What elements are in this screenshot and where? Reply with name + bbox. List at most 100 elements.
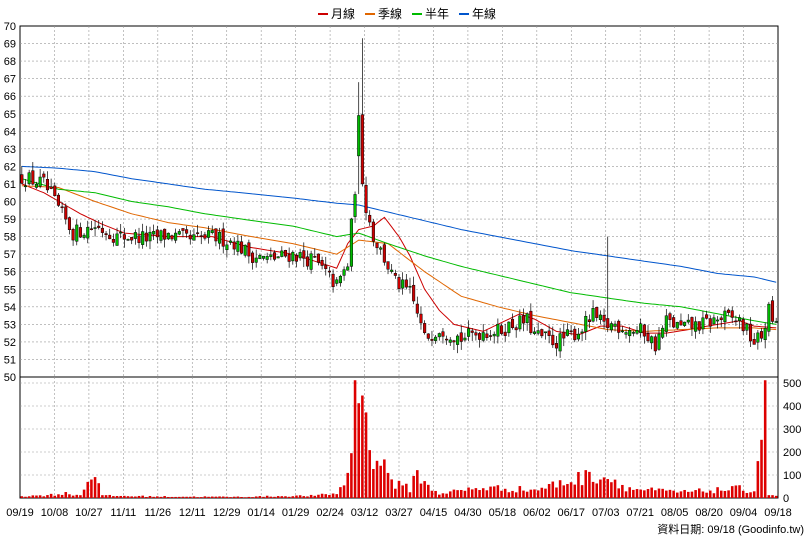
candle-body (694, 321, 698, 332)
volume-bar (298, 495, 302, 498)
price-tick-label: 60 (4, 197, 16, 209)
candle-body (598, 314, 602, 320)
volume-bar (357, 403, 361, 498)
legend-label: 月線 (331, 6, 355, 21)
candle-body (316, 253, 320, 263)
price-tick-label: 61 (4, 179, 16, 191)
candle-body (108, 234, 112, 240)
candle-body (261, 255, 266, 259)
candle-body (532, 331, 537, 334)
candle-body (141, 231, 145, 245)
candle-body (280, 250, 284, 257)
price-tick-label: 55 (4, 284, 16, 296)
volume-tick-label: 0 (783, 493, 789, 505)
candle-body (587, 319, 591, 323)
volume-bar (79, 495, 82, 498)
candle-body (749, 323, 753, 342)
volume-bars (20, 380, 778, 498)
volume-bar (536, 490, 540, 498)
candle-body (353, 194, 357, 217)
volume-bar (705, 492, 708, 498)
candle-body (203, 234, 207, 239)
x-tick-label: 08/20 (695, 507, 723, 519)
candle-body (27, 172, 31, 185)
volume-bar (324, 494, 328, 498)
volume-bar (247, 496, 251, 498)
volume-bar (148, 495, 152, 498)
x-tick-label: 01/14 (247, 507, 275, 519)
volume-bar (130, 496, 133, 498)
volume-bar (20, 496, 24, 498)
volume-bar (401, 485, 404, 498)
volume-bar (141, 495, 144, 498)
candle-body (89, 228, 93, 230)
candle-body (214, 228, 218, 242)
volume-bar (394, 488, 397, 498)
volume-bar (771, 495, 774, 498)
candle-body (254, 257, 258, 263)
volume-bar (75, 494, 79, 498)
volume-bar (188, 496, 192, 498)
volume-bar (697, 488, 701, 498)
candle-body (668, 313, 672, 320)
candle-body (86, 226, 90, 239)
candle-body (613, 323, 617, 327)
volume-bar (64, 492, 68, 498)
candle-body (364, 185, 368, 214)
candle-body (745, 323, 749, 331)
volume-bar (229, 497, 232, 498)
candle-body (137, 235, 141, 243)
candle-body (576, 333, 580, 340)
volume-bar (529, 489, 533, 498)
volume-bar (555, 487, 558, 498)
candle-body (148, 231, 152, 242)
volume-bar (767, 495, 771, 498)
x-tick-label: 11/11 (110, 507, 136, 519)
volume-bar (427, 484, 430, 498)
candle-body (591, 308, 595, 322)
candle-body (386, 261, 390, 270)
volume-bar (251, 497, 254, 498)
volume-bar (181, 496, 185, 498)
data-date-footer: 資料日期: 09/18 (Goodinfo.tw) (657, 522, 804, 536)
volume-bar (221, 496, 225, 498)
volume-bar (507, 492, 511, 498)
price-tick-label: 65 (4, 109, 16, 121)
candle-body (49, 186, 53, 189)
candle-body (547, 330, 551, 336)
candle-body (335, 279, 339, 284)
volume-bar (496, 485, 500, 498)
candle-body (738, 317, 742, 321)
candle-body (540, 329, 544, 337)
volume-bar (397, 480, 401, 498)
price-tick-label: 57 (4, 249, 16, 261)
x-tick-label: 10/08 (41, 507, 69, 519)
candle-body (38, 176, 42, 187)
candle-body (759, 331, 764, 339)
volume-bar (595, 483, 599, 498)
candle-body (331, 273, 335, 288)
candle-body (697, 321, 701, 331)
volume-bar (119, 495, 122, 498)
volume-axis: 0 100 200 300 400 500 (783, 378, 801, 505)
volume-bar (108, 494, 111, 498)
volume-bar (489, 486, 492, 498)
x-tick-label: 02/24 (316, 507, 344, 519)
candle-body (452, 340, 456, 343)
volume-bar (57, 494, 60, 498)
volume-bar (657, 488, 661, 498)
x-tick-label: 12/11 (179, 507, 206, 519)
x-tick-label: 05/18 (489, 507, 517, 519)
volume-bar (588, 471, 591, 498)
candle-body (774, 321, 778, 323)
candle-body (448, 339, 452, 343)
candle-body (181, 228, 185, 231)
volume-bar (573, 484, 577, 498)
volume-bar (514, 492, 518, 498)
volume-bar (617, 488, 620, 498)
candle-body (20, 174, 24, 184)
candle-body (188, 234, 192, 240)
candle-body (620, 330, 624, 333)
volume-bar (174, 496, 177, 498)
price-tick-label: 52 (4, 337, 16, 349)
